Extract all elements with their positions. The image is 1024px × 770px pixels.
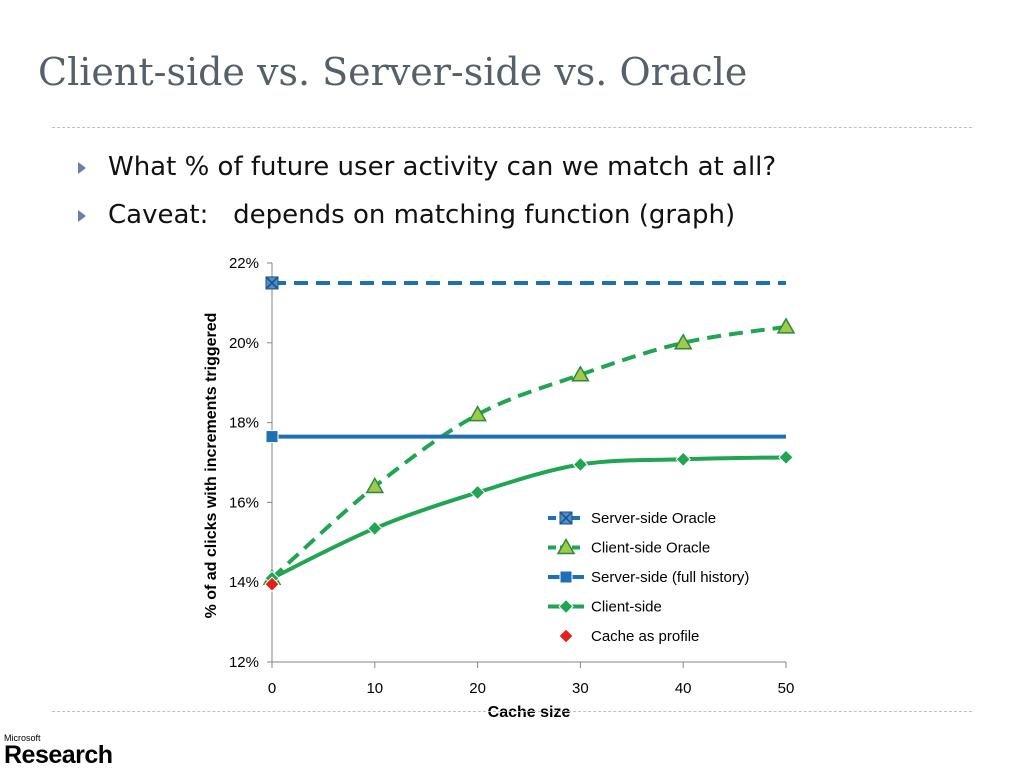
legend-label: Server-side Oracle: [591, 510, 716, 527]
diamond-marker: [469, 484, 486, 501]
y-tick-label: 22%: [229, 255, 259, 272]
data-point: [365, 476, 385, 494]
triangle-marker: [571, 365, 590, 382]
legend-item: Client-side: [548, 599, 662, 616]
x-tick-label: 20: [469, 680, 486, 697]
data-point: [265, 276, 279, 290]
data-point: [468, 405, 487, 422]
diamond-marker: [367, 520, 383, 537]
legend-marker: [556, 537, 576, 555]
legend-label: Cache as profile: [591, 628, 699, 645]
diamond-marker: [558, 598, 574, 615]
legend-marker: [559, 570, 573, 584]
series-client-side: [264, 449, 794, 586]
data-point: [675, 451, 691, 468]
y-axis-title: % of ad clicks with increments triggered: [203, 313, 220, 619]
legend-marker: [559, 511, 573, 525]
x-mark-stroke: [265, 276, 279, 290]
logo-research-text: Research: [4, 741, 113, 769]
bottom-divider: [52, 711, 972, 712]
legend-item: Server-side Oracle: [548, 510, 716, 527]
legend-marker: [558, 598, 574, 615]
y-tick-label: 20%: [229, 335, 259, 352]
data-point: [367, 520, 383, 537]
diamond-marker: [778, 449, 794, 466]
bullet-item: What % of future user activity can we ma…: [78, 152, 776, 200]
x-tick-label: 50: [778, 680, 795, 697]
slide-title: Client-side vs. Server-side vs. Oracle: [38, 50, 748, 94]
legend-item: Cache as profile: [558, 628, 699, 645]
legend-label: Client-side Oracle: [591, 540, 710, 557]
data-point: [776, 317, 796, 334]
series-server-side-full-history: [265, 430, 786, 444]
y-tick-label: 18%: [229, 415, 259, 432]
top-divider: [52, 127, 972, 128]
logo-microsoft-text: Microsoft: [4, 733, 41, 743]
x-tick-label: 10: [366, 680, 383, 697]
chart-legend: Server-side Oracle Client-side Oracle Serv…: [548, 510, 749, 645]
bullet-text: What % of future user activity can we ma…: [108, 152, 777, 182]
legend-item: Client-side Oracle: [548, 537, 710, 557]
series-line: [270, 324, 787, 580]
bullet-list: What % of future user activity can we ma…: [78, 152, 776, 248]
microsoft-research-logo: Microsoft Research: [4, 733, 113, 770]
y-tick-label: 14%: [229, 574, 259, 591]
triangle-marker: [468, 405, 487, 422]
bullet-text: Caveat: depends on matching function (gr…: [108, 200, 736, 230]
y-tick-label: 12%: [229, 654, 259, 671]
legend-item: Server-side (full history): [548, 569, 749, 586]
diamond-marker: [558, 628, 574, 644]
series-line: [271, 455, 787, 581]
triangle-marker: [556, 537, 576, 555]
legend-marker: [558, 628, 574, 644]
data-point: [673, 333, 693, 350]
data-point: [264, 576, 280, 592]
x-axis-title: Cache size: [488, 704, 571, 721]
diamond-marker: [572, 456, 589, 473]
legend-label: Client-side: [591, 599, 662, 616]
triangle-marker: [776, 317, 796, 334]
bullet-arrow-icon: [78, 162, 86, 174]
square-marker: [265, 430, 279, 444]
data-point: [572, 456, 589, 473]
legend-label: Server-side (full history): [591, 569, 749, 586]
data-point: [265, 430, 279, 444]
diamond-marker: [675, 451, 691, 468]
triangle-marker: [365, 476, 385, 494]
x-tick-label: 40: [675, 680, 692, 697]
x-mark-stroke: [559, 511, 573, 525]
series-server-side-oracle: [265, 276, 786, 290]
square-marker: [559, 570, 573, 584]
bullet-item: Caveat: depends on matching function (gr…: [78, 200, 735, 248]
bullet-arrow-icon: [78, 210, 86, 222]
y-tick-label: 16%: [229, 494, 259, 511]
series-cache-as-profile: [264, 576, 280, 592]
data-point: [571, 365, 590, 382]
x-tick-label: 0: [268, 680, 276, 697]
data-point: [778, 449, 794, 466]
x-tick-label: 30: [572, 680, 589, 697]
triangle-marker: [673, 333, 693, 350]
diamond-marker: [264, 576, 280, 592]
data-point: [469, 484, 486, 501]
